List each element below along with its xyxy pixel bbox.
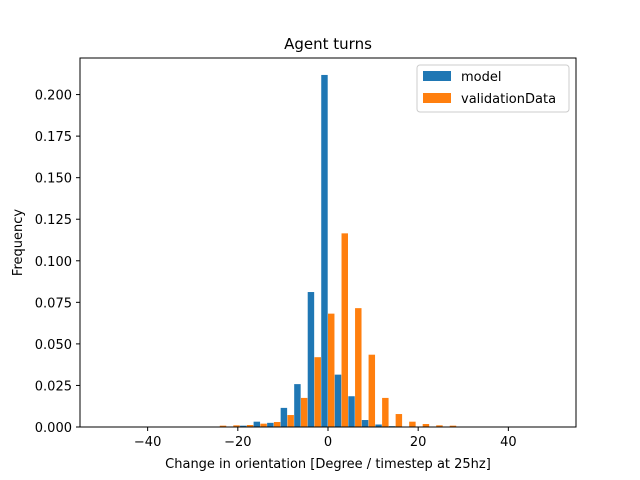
bar-validationData-2 — [246, 425, 254, 427]
bar-validationData-6 — [300, 397, 308, 427]
bar-model-3 — [253, 421, 261, 427]
chart-title: Agent turns — [284, 35, 372, 53]
y-tick-label: 0.050 — [35, 338, 72, 353]
bar-validationData-0 — [219, 425, 227, 427]
x-tick-label: 40 — [500, 435, 517, 450]
legend-label-model: model — [461, 70, 501, 85]
x-tick-label: 20 — [410, 435, 427, 450]
bar-model-2 — [240, 425, 247, 427]
y-axis-label: Frequency — [11, 209, 26, 276]
legend-swatch-validationData — [423, 93, 451, 103]
x-tick-label: 0 — [324, 435, 332, 450]
y-tick-label: 0.075 — [35, 296, 72, 311]
legend-swatch-model — [423, 71, 451, 81]
bar-validationData-12 — [382, 397, 389, 427]
bar-validationData-13 — [395, 414, 403, 427]
bar-validationData-3 — [260, 423, 267, 427]
bar-validationData-7 — [314, 357, 321, 427]
bar-validationData-17 — [449, 425, 457, 427]
x-tick-label: −20 — [224, 435, 251, 450]
bar-validationData-11 — [368, 354, 376, 427]
bar-validationData-4 — [273, 422, 281, 427]
bar-validationData-10 — [355, 308, 362, 427]
x-axis-label: Change in orientation [Degree / timestep… — [165, 457, 491, 472]
bars-group — [213, 74, 457, 428]
y-tick-label: 0.175 — [35, 130, 72, 145]
legend-label-validationData: validationData — [461, 92, 556, 107]
bar-validationData-5 — [287, 415, 294, 427]
bar-validationData-14 — [409, 421, 416, 427]
y-tick-label: 0.100 — [35, 255, 72, 270]
x-axis-ticks: −40 −20 0 20 40 — [134, 427, 517, 450]
bar-model-9 — [334, 374, 342, 427]
x-tick-label: −40 — [134, 435, 161, 450]
bar-validationData-15 — [422, 424, 430, 427]
bar-validationData-9 — [341, 233, 348, 427]
bar-validationData-16 — [436, 425, 443, 427]
bar-model-6 — [294, 384, 301, 427]
y-tick-label: 0.025 — [35, 379, 72, 394]
y-tick-label: 0.150 — [35, 172, 72, 187]
y-tick-label: 0.125 — [35, 213, 72, 228]
bar-model-5 — [280, 407, 288, 427]
bar-model-10 — [348, 396, 355, 427]
legend-box — [416, 64, 570, 113]
y-axis-ticks: 0.000 0.025 0.050 0.075 0.100 0.125 0.150 0.175… — [35, 89, 80, 436]
bar-model-8 — [321, 74, 328, 428]
bar-model-7 — [307, 292, 315, 427]
bar-model-11 — [361, 420, 369, 427]
bar-model-4 — [267, 422, 274, 427]
legend: model validationData — [416, 64, 570, 113]
bar-validationData-1 — [233, 425, 240, 427]
y-tick-label: 0.000 — [35, 421, 72, 436]
y-tick-label: 0.200 — [35, 89, 72, 104]
bar-validationData-8 — [328, 313, 335, 427]
bar-model-12 — [375, 424, 382, 427]
